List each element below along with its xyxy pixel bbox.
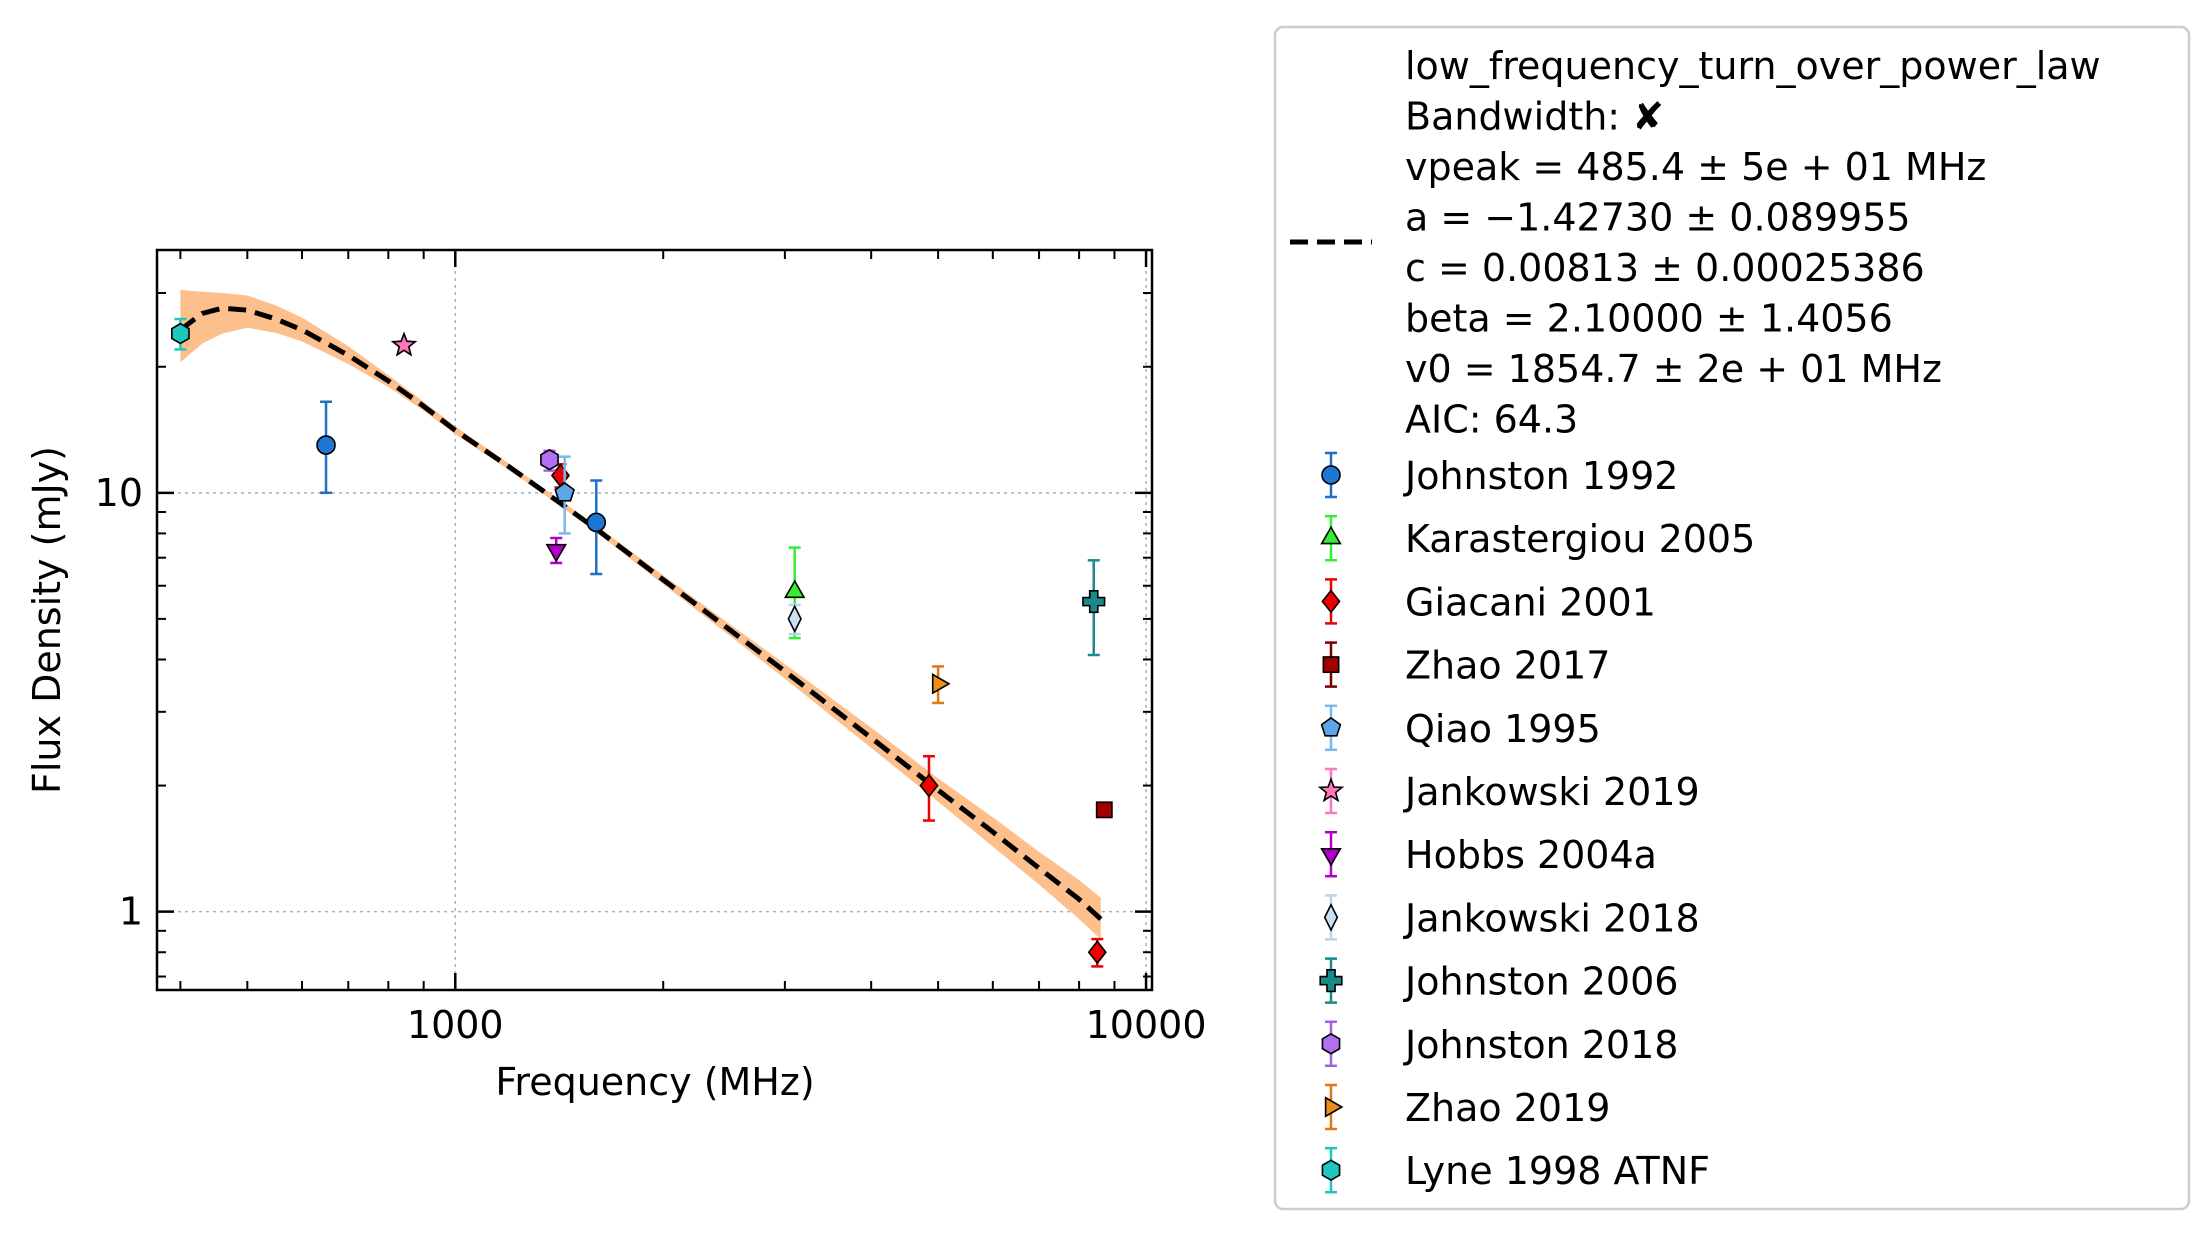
data-point-shape [171, 322, 190, 345]
legend-marker [1321, 589, 1341, 614]
x-axis-label: Frequency (MHz) [495, 1060, 814, 1104]
legend-fit-text: vpeak = 485.4 ± 5e + 01 MHz [1405, 145, 1986, 189]
legend-series-label: Karastergiou 2005 [1405, 517, 1755, 561]
data-point-shape [787, 604, 802, 634]
legend-series-label: Johnston 1992 [1403, 454, 1678, 498]
data-point [171, 322, 190, 345]
legend-fit-text: a = −1.42730 ± 0.089955 [1405, 196, 1911, 240]
legend-series-label: Johnston 2006 [1403, 960, 1678, 1004]
data-point [316, 435, 336, 455]
fit-line [178, 305, 1103, 921]
legend-series-label: Johnston 2018 [1403, 1023, 1678, 1067]
x-tick-label: 1000 [407, 1003, 504, 1047]
legend-marker [1324, 1096, 1344, 1118]
data-point-shape [1087, 940, 1107, 965]
data-point-shape [586, 512, 607, 533]
data-point-shape [783, 579, 806, 599]
legend-marker-shape [1320, 716, 1342, 737]
legend-marker [1323, 903, 1339, 932]
legend-marker [1317, 777, 1345, 803]
x-tick-label: 10000 [1086, 1003, 1207, 1047]
plot-frame [155, 248, 1154, 992]
y-tick-label: 10 [95, 471, 143, 515]
legend-marker-shape [1317, 777, 1345, 803]
data-point [1082, 589, 1106, 614]
legend-fit-text: AIC: 64.3 [1405, 398, 1578, 442]
data-point-shape [1082, 589, 1106, 614]
axis-ticks: 1000 10000 1 10 [95, 250, 1207, 1047]
legend-marker-shape [1320, 848, 1342, 867]
legend-series-label: Zhao 2017 [1405, 644, 1610, 688]
data-point [787, 604, 802, 634]
data-point [1087, 940, 1107, 965]
legend-fit-text: v0 = 1854.7 ± 2e + 01 MHz [1405, 347, 1942, 391]
data-points [171, 317, 1113, 968]
legend-series-label: Hobbs 2004a [1405, 833, 1657, 877]
data-point-shape [554, 481, 576, 502]
legend-marker-shape [1321, 589, 1341, 614]
data-point [931, 673, 951, 695]
legend-marker-shape [1324, 1096, 1344, 1118]
legend-series-label: Qiao 1995 [1405, 707, 1601, 751]
fit-uncertainty-band [180, 289, 1101, 940]
legend-marker [1320, 716, 1342, 737]
legend-marker [1321, 465, 1341, 485]
data-point-shape [390, 331, 418, 357]
data-point-shape [919, 773, 939, 798]
data-point-shape [1095, 801, 1113, 819]
data-point-shape [545, 543, 567, 563]
legend-fit-text: beta = 2.10000 ± 1.4056 [1405, 297, 1893, 341]
data-point [390, 331, 418, 357]
y-axis-label: Flux Density (mJy) [25, 446, 69, 794]
legend-marker-shape [1322, 656, 1340, 674]
legend-marker [1320, 848, 1342, 867]
legend-frame [1273, 25, 2191, 1211]
data-point [783, 579, 806, 599]
fit-band-area [180, 289, 1101, 940]
legend-marker-shape [1321, 1032, 1341, 1055]
data-point-shape [316, 435, 336, 455]
legend-marker-shape [1321, 1159, 1341, 1182]
data-point [554, 481, 576, 502]
legend-marker-shape [1320, 525, 1342, 545]
y-tick-label: 1 [119, 890, 143, 934]
legend-series-label: Giacani 2001 [1405, 580, 1656, 624]
data-point [540, 448, 559, 471]
legend-marker [1321, 1032, 1341, 1055]
legend-marker [1320, 525, 1342, 545]
legend-marker-shape [1319, 968, 1343, 993]
data-point-shape [931, 673, 951, 695]
data-point-shape [550, 463, 571, 488]
legend: low_frequency_turn_over_power_law Bandwid… [1273, 25, 2191, 1211]
data-point [545, 543, 567, 563]
legend-marker [1319, 968, 1343, 993]
grid-lines [157, 250, 1152, 990]
legend-fit-text: low_frequency_turn_over_power_law [1405, 44, 2101, 88]
legend-marker [1322, 656, 1340, 674]
data-point [919, 773, 939, 798]
data-point [550, 463, 571, 488]
fit-curve [178, 305, 1103, 921]
data-point [1095, 801, 1113, 819]
legend-series-label: Zhao 2019 [1405, 1086, 1610, 1130]
legend-fit-text: c = 0.00813 ± 0.00025386 [1405, 246, 1925, 290]
legend-series-label: Lyne 1998 ATNF [1405, 1149, 1710, 1193]
legend-marker [1321, 1159, 1341, 1182]
legend-series-label: Jankowski 2018 [1403, 896, 1700, 940]
legend-marker-shape [1321, 465, 1341, 485]
data-point-shape [540, 448, 559, 471]
legend-marker-shape [1323, 903, 1339, 932]
legend-fit-text: Bandwidth: ✘ [1405, 95, 1664, 139]
legend-series-label: Jankowski 2019 [1403, 770, 1700, 814]
data-point [586, 512, 607, 533]
